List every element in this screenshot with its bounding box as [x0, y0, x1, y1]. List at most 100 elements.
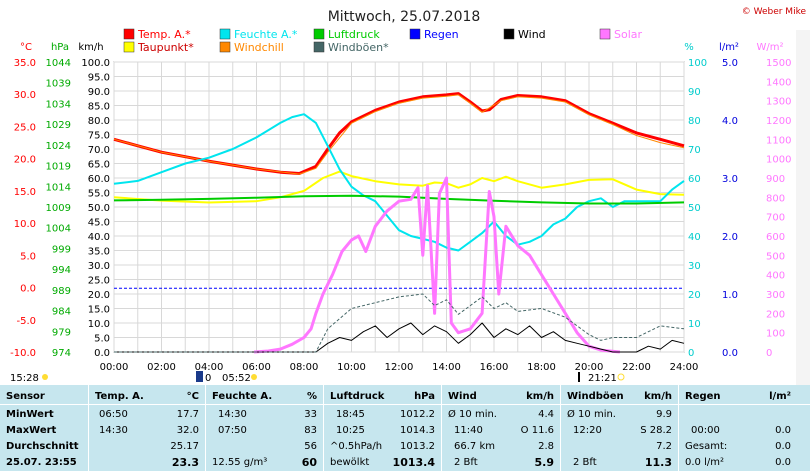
x-tick-label: 14:00	[432, 362, 461, 373]
press-header: Luftdruck	[330, 391, 385, 402]
press-avg-value: 1013.2	[400, 441, 435, 452]
weather-chart: Mittwoch, 25.07.2018 © Weber Mike Temp. …	[10, 7, 810, 385]
temp-tick-label: 20.0	[14, 155, 36, 166]
press-trend-label: ^0.5hPa/h	[330, 441, 383, 452]
pressure-tick-label: 989	[52, 286, 71, 297]
rain-tick-label: 4.0	[722, 116, 738, 127]
gust-avg10-label: Ø 10 min.	[567, 409, 616, 420]
humidity-tick-label: 50	[688, 203, 701, 214]
temp-min-value: 17.7	[176, 409, 199, 420]
legend-swatch	[123, 28, 135, 40]
x-tick-label: 18:00	[527, 362, 556, 373]
sunrise-marker-icon	[196, 371, 203, 382]
legend-label: Taupunkt*	[137, 41, 194, 54]
solar-tick-label: 900	[766, 174, 785, 185]
temp-tick-label: 25.0	[14, 122, 36, 133]
axis-units: °C hPa km/h % l/m² W/m²	[20, 42, 783, 53]
wind-unit: km/h	[526, 391, 554, 402]
legend-label: Luftdruck	[328, 28, 380, 41]
solar-tick-label: 500	[766, 251, 785, 262]
gust-current-value: 11.3	[644, 456, 672, 469]
temp-tick-label: 5.0	[20, 251, 36, 262]
temp-max-time: 14:30	[99, 425, 128, 436]
press-max-value: 1014.3	[400, 425, 435, 436]
stats-panel: Sensor MinWert MaxWert Durchschnitt 25.0…	[0, 385, 810, 471]
wind-max-time: 11:40	[454, 425, 483, 436]
rain-tick-label: 3.0	[722, 174, 738, 185]
pressure-tick-label: 1029	[46, 120, 71, 131]
chart-title: Mittwoch, 25.07.2018	[328, 9, 481, 25]
solar-tick-label: 1500	[766, 58, 791, 69]
temp-tick-label: 10.0	[14, 219, 36, 230]
pressure-tick-label: 1034	[46, 99, 71, 110]
wind-tick-label: 70.0	[88, 145, 110, 156]
sunrise-time: 05:52	[222, 373, 251, 384]
x-tick-label: 00:00	[100, 362, 129, 373]
wind-tick-label: 45.0	[88, 218, 110, 229]
wind-tick-label: 30.0	[88, 261, 110, 272]
temp-tick-label: -10.0	[10, 348, 36, 359]
solar-tick-label: 400	[766, 271, 785, 282]
series-line	[113, 94, 685, 175]
humidity-tick-label: 0	[688, 348, 694, 359]
wind-tick-label: 100.0	[81, 58, 110, 69]
stats-rain: Regen l/m² 00:00 0.0 Gesamt: 0.0 0.0 l/m…	[679, 385, 797, 471]
legend-label: Feuchte A.*	[234, 28, 298, 41]
rain-header: Regen	[685, 391, 721, 402]
wind-run-label: 66.7 km	[454, 441, 495, 452]
pressure-tick-label: 1009	[46, 203, 71, 214]
legend-label: Windböen*	[328, 41, 389, 54]
solar-tick-label: 0	[766, 348, 772, 359]
wind-tick-label: 5.0	[94, 334, 110, 345]
wind-tick-label: 60.0	[88, 174, 110, 185]
rain-tick-label: 2.0	[722, 232, 738, 243]
stats-labels: Sensor MinWert MaxWert Durchschnitt 25.0…	[0, 385, 88, 471]
legend-label: Temp. A.*	[137, 28, 191, 41]
row-label-min: MinWert	[6, 409, 54, 420]
col-separator	[88, 385, 89, 471]
press-current-value: 1013.4	[392, 456, 435, 469]
unit-press: hPa	[51, 42, 69, 53]
rain-rate-label: 0.0 l/m²	[685, 457, 724, 468]
moon-icon	[42, 374, 48, 380]
sunset-time: 21:21	[588, 373, 617, 384]
rain-tick-label: 1.0	[722, 290, 738, 301]
gust-header: Windböen	[567, 391, 624, 402]
stats-humidity: Feuchte A. % 14:30 33 07:50 83 56 12.55 …	[206, 385, 323, 471]
wind-tick-label: 0.0	[94, 348, 110, 359]
rain-total-label: Gesamt:	[685, 441, 728, 452]
wind-tick-label: 80.0	[88, 116, 110, 127]
right-edge-strip	[796, 30, 810, 385]
temp-max-value: 32.0	[176, 425, 199, 436]
stats-gust: Windböen km/h Ø 10 min. 9.9 12:20 S 28.2…	[561, 385, 678, 471]
legend-swatch	[409, 28, 421, 40]
wind-tick-label: 15.0	[88, 305, 110, 316]
x-tick-label: 20:00	[575, 362, 604, 373]
wind-current-value: 5.9	[534, 456, 555, 469]
temp-unit: °C	[186, 391, 199, 402]
rain-total-value: 0.0	[775, 441, 791, 452]
humidity-tick-label: 80	[688, 116, 701, 127]
col-separator	[441, 385, 442, 471]
sunset-marker-icon	[578, 372, 580, 382]
humidity-tick-label: 30	[688, 261, 701, 272]
series-line	[114, 322, 685, 353]
hum-max-time: 07:50	[218, 425, 247, 436]
hum-header: Feuchte A.	[212, 391, 273, 402]
sun-icon	[251, 374, 257, 380]
press-min-time: 18:45	[336, 409, 365, 420]
press-max-time: 10:25	[336, 425, 365, 436]
stats-wind: Wind km/h Ø 10 min. 4.4 11:40 O 11.6 66.…	[442, 385, 560, 471]
solar-tick-label: 1100	[766, 135, 791, 146]
moonset-label: 0	[205, 373, 211, 384]
press-unit: hPa	[414, 391, 435, 402]
series-line	[113, 194, 685, 205]
pressure-tick-label: 1004	[46, 224, 71, 235]
moonrise-time: 15:28	[10, 373, 39, 384]
legend-swatch	[503, 28, 515, 40]
wind-tick-label: 50.0	[88, 203, 110, 214]
gust-max-time: 12:20	[573, 425, 602, 436]
axis-ticks: 35.0 30.0 25.0 20.0 15.0 10.0 5.0 0.0 -5.0 -10.0 1…	[10, 58, 791, 373]
temp-tick-label: 35.0	[14, 58, 36, 69]
row-label-now: 25.07. 23:55	[6, 457, 77, 468]
